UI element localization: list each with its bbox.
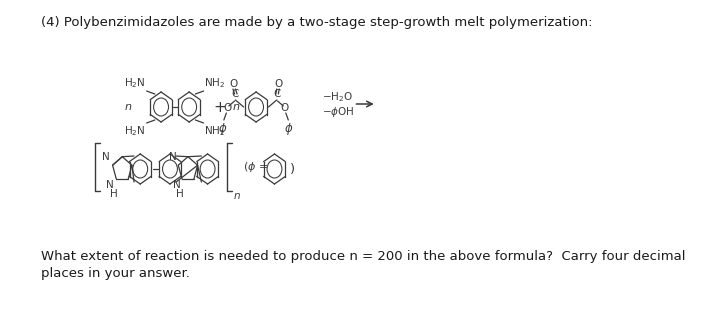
Text: N: N	[106, 180, 114, 190]
Text: $\phi$: $\phi$	[284, 121, 294, 137]
Text: What extent of reaction is needed to produce n = 200 in the above formula?  Carr: What extent of reaction is needed to pro…	[41, 250, 686, 263]
Text: places in your answer.: places in your answer.	[41, 267, 190, 280]
Text: ($\phi$ =: ($\phi$ =	[243, 160, 269, 174]
Text: n: n	[233, 191, 240, 201]
Text: (4) Polybenzimidazoles are made by a two-stage step-growth melt polymerization:: (4) Polybenzimidazoles are made by a two…	[41, 16, 593, 29]
Text: O: O	[281, 103, 289, 113]
Text: $-$H$_2$O: $-$H$_2$O	[322, 90, 354, 104]
Text: H: H	[110, 189, 117, 199]
Text: n: n	[125, 102, 132, 112]
Text: ): )	[290, 163, 295, 176]
Text: O: O	[230, 79, 238, 89]
Text: O: O	[274, 79, 282, 89]
Text: H$_2$N: H$_2$N	[125, 76, 145, 90]
Text: H: H	[176, 189, 184, 199]
Text: H$_2$N: H$_2$N	[125, 124, 145, 138]
Text: N: N	[173, 180, 180, 190]
Text: $\phi$: $\phi$	[218, 121, 228, 137]
Text: NH$_2$: NH$_2$	[204, 124, 225, 138]
Text: N: N	[102, 152, 110, 162]
Text: +: +	[213, 100, 226, 114]
Text: C: C	[274, 89, 282, 99]
Text: $-\phi$OH: $-\phi$OH	[322, 105, 355, 119]
Text: N: N	[169, 152, 176, 162]
Text: C: C	[231, 89, 238, 99]
Text: n: n	[233, 102, 240, 112]
Text: O: O	[223, 103, 231, 113]
Text: NH$_2$: NH$_2$	[204, 76, 225, 90]
